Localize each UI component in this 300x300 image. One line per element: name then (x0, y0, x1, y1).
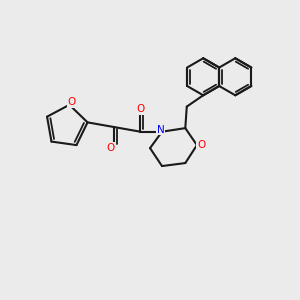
Text: N: N (157, 124, 164, 135)
Text: O: O (136, 104, 145, 114)
Text: O: O (106, 143, 114, 153)
Text: O: O (68, 97, 76, 107)
Text: O: O (197, 140, 206, 150)
